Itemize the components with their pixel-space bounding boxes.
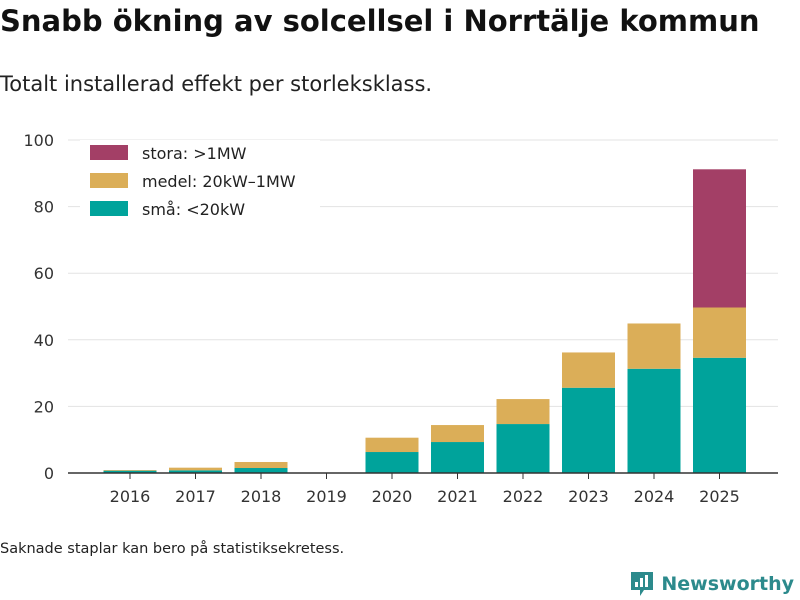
bar-sma-2018 [234, 468, 288, 473]
legend-label-stora: stora: >1MW [142, 144, 247, 163]
bar-sma-2021 [431, 442, 484, 473]
newsworthy-logo-icon [631, 572, 654, 596]
y-tick-label: 40 [34, 331, 54, 350]
y-tick-label: 60 [34, 264, 54, 283]
bar-medel-2017 [169, 467, 222, 471]
legend-label-sma: små: <20kW [142, 200, 245, 219]
bar-sma-2022 [496, 424, 550, 473]
legend-swatch-stora [90, 145, 128, 160]
bar-medel-2021 [431, 425, 484, 443]
legend-swatch-medel [90, 173, 128, 188]
legend-swatch-sma [90, 201, 128, 216]
bar-medel-2025 [693, 307, 746, 358]
chart-subtitle: Totalt installerad effekt per storlekskl… [0, 72, 433, 96]
bar-sma-2024 [627, 368, 681, 473]
bar-medel-2022 [496, 399, 550, 425]
legend: stora: >1MW medel: 20kW–1MW små: <20kW [80, 140, 320, 222]
x-tick-label: 2021 [437, 487, 478, 506]
x-axis-ticks: 2016 2017 2018 2019 2020 2021 2022 2023 2024 2025 [110, 473, 740, 506]
x-tick-label: 2020 [372, 487, 413, 506]
y-tick-label: 0 [44, 464, 54, 483]
y-axis-ticks: 0 20 40 60 80 100 [23, 131, 54, 483]
chart-title: Snabb ökning av solcellsel i Norrtälje k… [0, 4, 760, 38]
bar-stora-2025 [693, 169, 746, 308]
bar-sma-2025 [693, 357, 746, 473]
x-tick-label: 2025 [699, 487, 740, 506]
bar-medel-2016 [103, 470, 157, 471]
brand-name: Newsworthy [661, 573, 794, 595]
brand-logo[interactable]: Newsworthy [629, 569, 794, 599]
footnote: Saknade staplar kan bero på statistiksek… [0, 541, 345, 557]
x-tick-label: 2017 [175, 487, 216, 506]
y-tick-label: 20 [34, 397, 54, 416]
bar-medel-2018 [234, 462, 288, 469]
bar-medel-2024 [627, 323, 681, 369]
y-tick-label: 100 [23, 131, 54, 150]
x-tick-label: 2018 [241, 487, 282, 506]
bars [103, 169, 746, 473]
x-tick-label: 2019 [306, 487, 347, 506]
x-tick-label: 2024 [634, 487, 675, 506]
x-tick-label: 2022 [503, 487, 544, 506]
bar-medel-2023 [562, 352, 615, 388]
bar-sma-2016 [103, 470, 157, 473]
bar-medel-2020 [365, 437, 419, 453]
bar-sma-2020 [365, 452, 419, 473]
bar-sma-2023 [562, 387, 615, 473]
legend-label-medel: medel: 20kW–1MW [142, 172, 296, 191]
bar-sma-2017 [169, 470, 222, 473]
x-tick-label: 2016 [110, 487, 151, 506]
x-tick-label: 2023 [568, 487, 609, 506]
y-tick-label: 80 [34, 198, 54, 217]
